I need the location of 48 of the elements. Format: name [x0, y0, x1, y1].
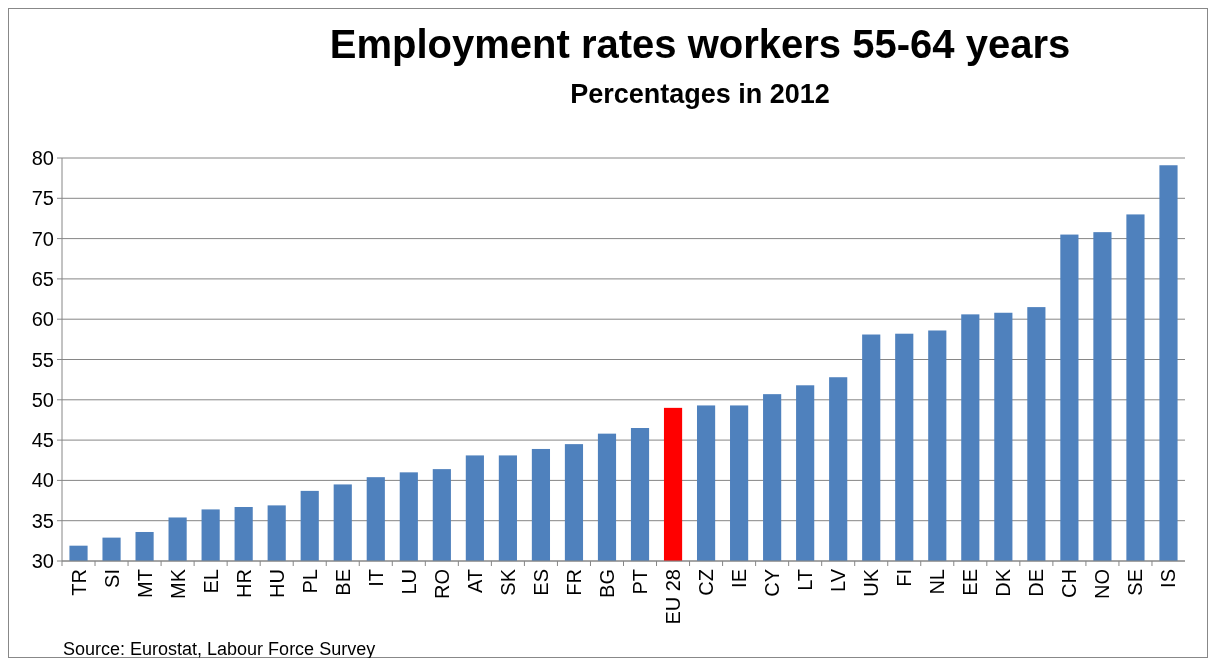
x-tick-label: NL: [926, 569, 949, 595]
x-tick-label: ES: [529, 569, 552, 596]
x-tick-label: LT: [794, 569, 817, 591]
x-tick-label: FR: [562, 569, 585, 596]
x-tick-label: BG: [595, 569, 618, 598]
x-tick-label: IS: [1157, 569, 1180, 588]
x-tick-label: LU: [397, 569, 420, 595]
x-tick-label: HR: [232, 569, 255, 598]
x-tick-label: CH: [1058, 569, 1081, 598]
x-tick-label: EE: [959, 569, 982, 596]
x-tick-label: DK: [992, 568, 1015, 597]
y-tick-label: 60: [31, 308, 54, 331]
x-tick-label: RO: [430, 569, 453, 599]
x-tick-label: IT: [364, 569, 387, 587]
y-tick-label: 40: [31, 469, 54, 492]
x-tick-label: BE: [331, 569, 354, 596]
x-tick-label: SK: [496, 568, 519, 596]
x-tick-label: CY: [761, 569, 784, 597]
x-tick-label: MK: [166, 568, 189, 599]
y-tick-label: 45: [31, 429, 54, 452]
x-tick-label: EU 28: [662, 569, 685, 625]
y-tick-label: 35: [31, 509, 54, 532]
x-tick-label: PT: [629, 569, 652, 595]
x-tick-label: HU: [265, 569, 288, 598]
x-tick-label: EL: [199, 569, 222, 594]
y-tick-label: 75: [31, 187, 54, 210]
x-tick-label: DE: [1025, 569, 1048, 597]
x-tick-label: FI: [893, 569, 916, 587]
chart-subtitle: Percentages in 2012: [570, 79, 830, 109]
y-tick-label: 30: [31, 550, 54, 572]
x-tick-label: CZ: [695, 569, 718, 596]
y-tick-label: 55: [31, 348, 54, 371]
x-tick-label: TR: [67, 569, 90, 596]
source-note: Source: Eurostat, Labour Force Survey: [63, 639, 376, 659]
y-tick-label: 65: [31, 267, 54, 290]
x-tick-label: SI: [100, 569, 123, 588]
x-tick-label: IE: [728, 569, 751, 588]
y-tick-label: 70: [31, 227, 54, 250]
x-tick-label: SE: [1124, 569, 1147, 596]
x-tick-label: MT: [133, 569, 156, 598]
x-tick-label: NO: [1091, 569, 1114, 599]
x-tick-label: UK: [860, 568, 883, 597]
y-tick-label: 50: [31, 388, 54, 411]
x-tick-label: LV: [827, 568, 850, 592]
x-tick-label: PL: [298, 569, 321, 594]
y-tick-label: 80: [31, 147, 54, 169]
x-tick-label: AT: [463, 569, 486, 594]
chart-title: Employment rates workers 55-64 years: [329, 22, 1071, 66]
